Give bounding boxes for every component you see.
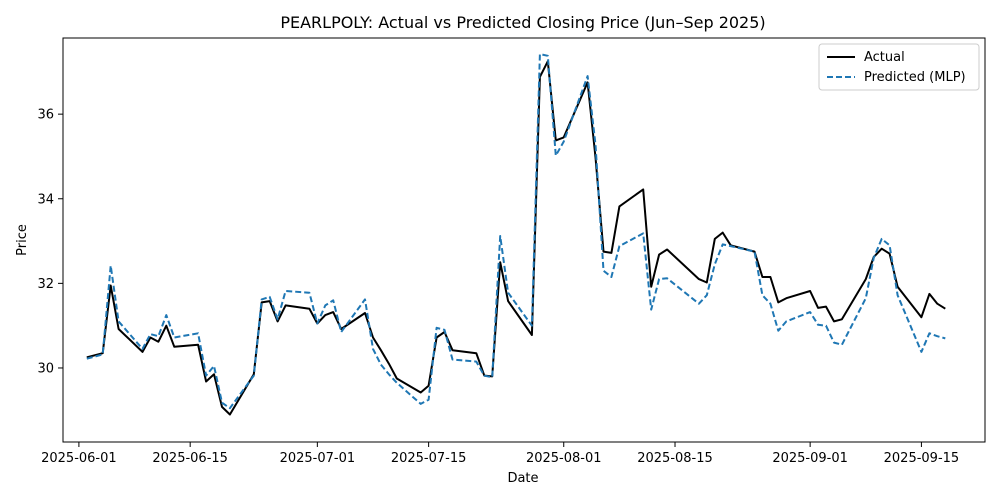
x-tick-label: 2025-07-15 <box>391 451 467 466</box>
plot-frame <box>62 37 986 443</box>
chart-title: PEARLPOLY: Actual vs Predicted Closing P… <box>280 13 765 32</box>
legend-box <box>818 43 980 91</box>
legend: Actual Predicted (MLP) <box>818 43 980 91</box>
y-tick-label: 32 <box>37 277 54 292</box>
x-tick-label: 2025-06-15 <box>152 451 228 466</box>
x-tick-label: 2025-07-01 <box>280 451 356 466</box>
x-tick-label: 2025-08-15 <box>637 451 713 466</box>
y-axis: 30 32 34 36 <box>37 108 63 376</box>
series-line-predicted-mlp <box>86 53 946 410</box>
y-tick-label: 34 <box>37 192 54 207</box>
legend-label-predicted: Predicted (MLP) <box>864 70 966 85</box>
x-axis-label: Date <box>507 471 538 486</box>
plot-lines <box>86 53 946 416</box>
x-axis: 2025-06-01 2025-06-15 2025-07-01 2025-07-15… <box>41 442 959 466</box>
x-tick-label: 2025-06-01 <box>41 451 117 466</box>
y-tick-label: 36 <box>37 108 54 123</box>
y-tick-label: 30 <box>37 361 54 376</box>
y-axis-label: Price <box>15 224 30 256</box>
x-tick-label: 2025-08-01 <box>526 451 602 466</box>
x-tick-label: 2025-09-01 <box>772 451 848 466</box>
legend-label-actual: Actual <box>864 50 905 65</box>
series-line-actual <box>86 60 946 416</box>
x-tick-label: 2025-09-15 <box>884 451 960 466</box>
